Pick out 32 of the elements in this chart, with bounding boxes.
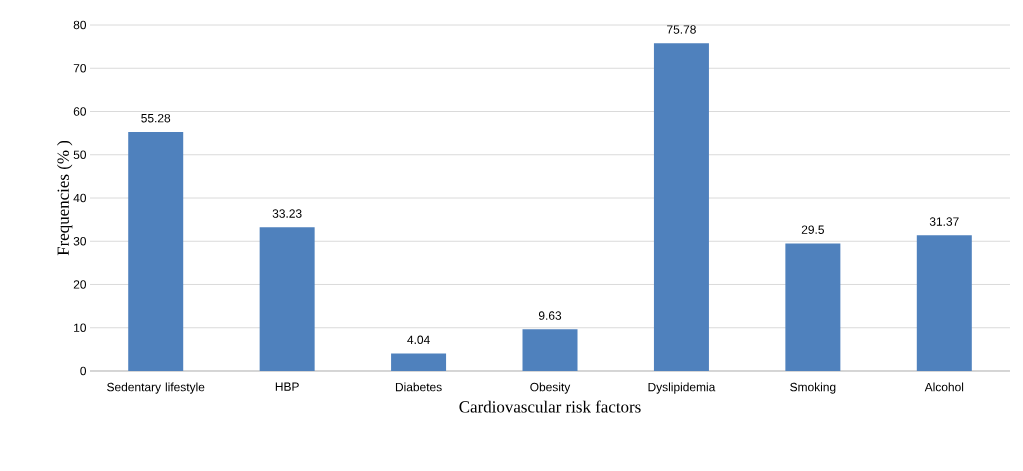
- y-tick-label: 80: [73, 20, 87, 30]
- data-label: 4.04: [407, 335, 430, 344]
- y-tick-label: 0: [80, 366, 87, 376]
- data-label: 9.63: [538, 311, 562, 320]
- x-tick-label: Sedentary lifestyle: [107, 382, 205, 394]
- x-tick-label: Obesity: [530, 382, 571, 394]
- bar: [128, 131, 184, 371]
- x-tick-label: Alcohol: [924, 382, 964, 392]
- y-tick-label: 60: [73, 107, 87, 116]
- data-label: 31.37: [929, 217, 959, 226]
- data-label: 33.23: [272, 209, 302, 218]
- data-label: 55.28: [141, 113, 171, 123]
- x-axis-title: Cardiovascular risk factors: [459, 400, 641, 413]
- bar: [916, 235, 972, 371]
- y-axis-title: Frequencies (% ): [56, 140, 73, 256]
- y-tick-label: 50: [73, 150, 87, 159]
- x-tick-label: Dyslipidemia: [648, 382, 716, 394]
- x-tick-label: Diabetes: [395, 382, 442, 392]
- y-tick-label: 20: [73, 280, 87, 289]
- data-label: 29.5: [801, 225, 824, 234]
- y-tick-label: 40: [73, 193, 87, 203]
- bar: [522, 329, 578, 371]
- data-label: 75.78: [667, 25, 696, 34]
- bar: [653, 43, 709, 371]
- x-tick-label: Smoking: [790, 382, 836, 394]
- y-tick-label: 70: [73, 64, 87, 73]
- bar: [785, 243, 841, 371]
- x-tick-label: HBP: [275, 382, 299, 391]
- y-tick-label: 10: [74, 323, 87, 332]
- bar: [391, 353, 447, 371]
- bar: [259, 227, 315, 371]
- y-tick-label: 30: [73, 237, 87, 246]
